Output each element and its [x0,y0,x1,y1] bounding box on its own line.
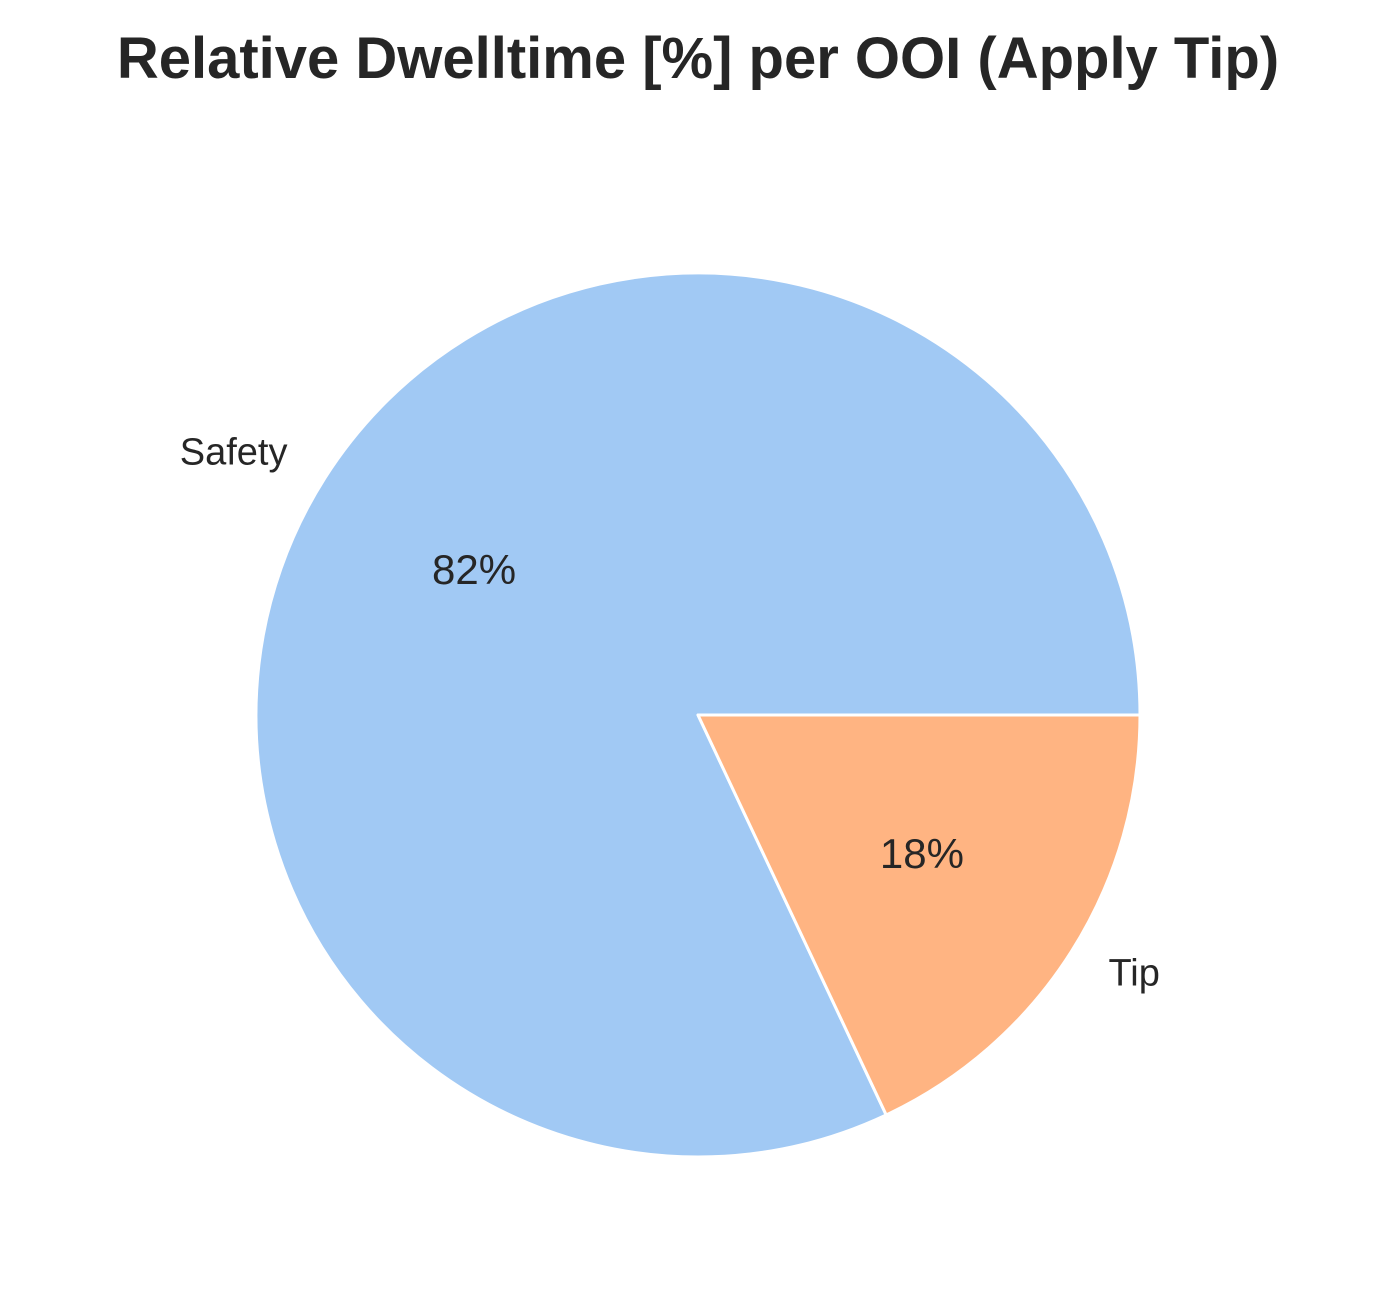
pie-slice-safety [254,271,1142,1159]
pie-labels: Safety 82% Tip 18% [180,432,1160,995]
pie-slice-tip [696,713,1142,1117]
pie-slices [254,271,1142,1159]
slice-label-safety: Safety [180,432,288,474]
pct-label-tip: 18% [880,830,964,877]
chart-title: Relative Dwelltime [%] per OOI (Apply Ti… [117,26,1279,91]
pct-label-safety: 82% [432,546,516,593]
slice-label-tip: Tip [1109,953,1160,995]
